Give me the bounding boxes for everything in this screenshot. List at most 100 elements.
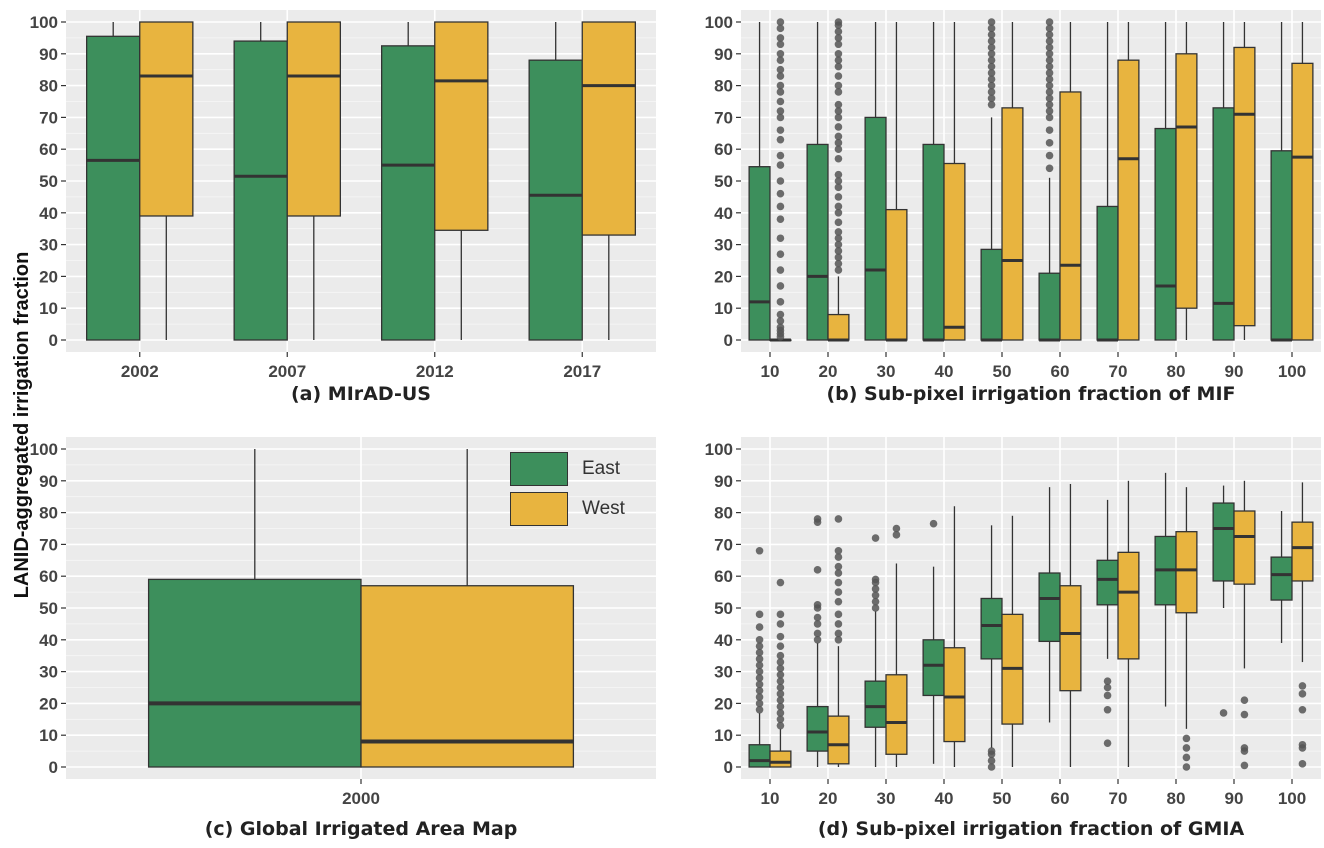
outlier-point xyxy=(987,18,996,26)
outlier-point xyxy=(1045,139,1054,147)
outlier-point xyxy=(1240,696,1249,705)
outlier-point xyxy=(987,75,996,84)
y-tick-label: 20 xyxy=(714,267,733,286)
box-east-50 xyxy=(980,18,1003,342)
iqr-box xyxy=(1233,510,1256,585)
outlier-point xyxy=(776,215,785,223)
iqr-box xyxy=(1175,531,1198,614)
outlier-point xyxy=(987,88,996,96)
iqr-box xyxy=(1154,127,1177,341)
iqr-box xyxy=(360,585,575,768)
x-tick-label: 80 xyxy=(1167,789,1186,808)
y-tick-label: 70 xyxy=(714,108,733,127)
panel-a-mirad-us: 0 10 20 30 40 50 60 70 80 90 100 2002 2007 2012 2017 xyxy=(30,10,656,381)
iqr-box xyxy=(286,21,341,217)
outlier-point xyxy=(776,40,785,49)
x-tick-label: 2007 xyxy=(268,362,306,381)
outlier-point xyxy=(1298,682,1307,690)
outlier-point xyxy=(776,670,785,679)
outlier-point xyxy=(1045,43,1054,52)
y-tick-label: 30 xyxy=(714,236,733,255)
outlier-point xyxy=(1182,753,1191,762)
y-tick-label: 80 xyxy=(39,504,58,523)
iqr-box xyxy=(922,639,945,697)
y-tick-label: 60 xyxy=(39,140,58,159)
box-east-2002 xyxy=(85,22,141,341)
outlier-point xyxy=(776,578,785,587)
iqr-box xyxy=(1212,107,1235,341)
box-west-10 xyxy=(769,18,792,342)
y-tick-label: 50 xyxy=(714,599,733,618)
iqr-box xyxy=(827,715,850,765)
outlier-point xyxy=(755,546,764,555)
outlier-point xyxy=(1298,760,1307,768)
box-west-50 xyxy=(1001,515,1024,767)
outlier-point xyxy=(834,620,843,628)
box-east-90 xyxy=(1212,22,1235,341)
iqr-box xyxy=(1270,150,1293,341)
outlier-point xyxy=(987,100,996,109)
box-east-2012 xyxy=(380,22,436,341)
outlier-point xyxy=(1045,107,1054,115)
box-west-20 xyxy=(827,515,850,767)
outlier-point xyxy=(987,69,996,77)
y-tick-label: 70 xyxy=(714,535,733,554)
legend-label-east: East xyxy=(582,458,621,479)
outlier-point xyxy=(1103,683,1112,692)
outlier-point xyxy=(776,721,785,730)
outlier-point xyxy=(834,27,843,36)
outlier-point xyxy=(987,43,996,52)
iqr-box xyxy=(1038,272,1061,341)
outlier-point xyxy=(1240,761,1249,770)
box-west-90 xyxy=(1233,480,1256,770)
y-tick-label: 80 xyxy=(714,77,733,96)
outlier-point xyxy=(834,154,843,163)
outlier-point xyxy=(776,189,785,198)
iqr-box xyxy=(1001,107,1024,341)
outlier-point xyxy=(1045,88,1054,96)
outlier-point xyxy=(1298,740,1307,749)
outlier-point xyxy=(892,531,901,539)
outlier-point xyxy=(834,107,843,115)
y-tick-label: 10 xyxy=(39,299,58,318)
iqr-box xyxy=(1212,502,1235,582)
outlier-point xyxy=(755,661,764,670)
y-tick-label: 0 xyxy=(724,758,733,777)
box-west-2000 xyxy=(360,449,575,768)
outlier-point xyxy=(987,56,996,64)
outlier-point xyxy=(834,562,843,571)
outlier-point xyxy=(987,50,996,58)
outlier-point xyxy=(776,177,785,185)
caption-panel-a: (a) MIrAD-US xyxy=(291,383,431,405)
outlier-point xyxy=(776,664,785,673)
y-tick-label: 20 xyxy=(39,267,58,286)
x-tick-label: 2002 xyxy=(121,362,159,381)
outlier-point xyxy=(834,515,843,523)
x-tick-label: 2000 xyxy=(342,789,380,808)
iqr-box xyxy=(943,647,966,743)
outlier-point xyxy=(776,72,785,80)
outlier-point xyxy=(834,218,843,227)
outlier-point xyxy=(834,597,843,606)
iqr-box xyxy=(806,705,829,752)
outlier-point xyxy=(776,677,785,685)
outlier-point xyxy=(834,72,843,80)
box-east-10 xyxy=(748,546,771,768)
iqr-box xyxy=(943,162,966,341)
x-tick-label: 70 xyxy=(1109,362,1128,381)
outlier-point xyxy=(1240,744,1249,752)
y-tick-label: 30 xyxy=(39,663,58,682)
iqr-box xyxy=(769,750,792,768)
iqr-box xyxy=(1233,46,1256,327)
outlier-point xyxy=(1045,151,1054,160)
iqr-box xyxy=(1291,62,1314,341)
outlier-point xyxy=(892,524,901,533)
outlier-point xyxy=(755,636,764,644)
shared-y-axis-label: LANID-aggregated irrigation fraction xyxy=(11,252,33,599)
outlier-point xyxy=(834,234,843,243)
x-tick-label: 50 xyxy=(993,362,1012,381)
outlier-point xyxy=(987,37,996,45)
outlier-point xyxy=(834,240,843,249)
box-east-2017 xyxy=(528,22,583,341)
iqr-box xyxy=(806,143,829,341)
